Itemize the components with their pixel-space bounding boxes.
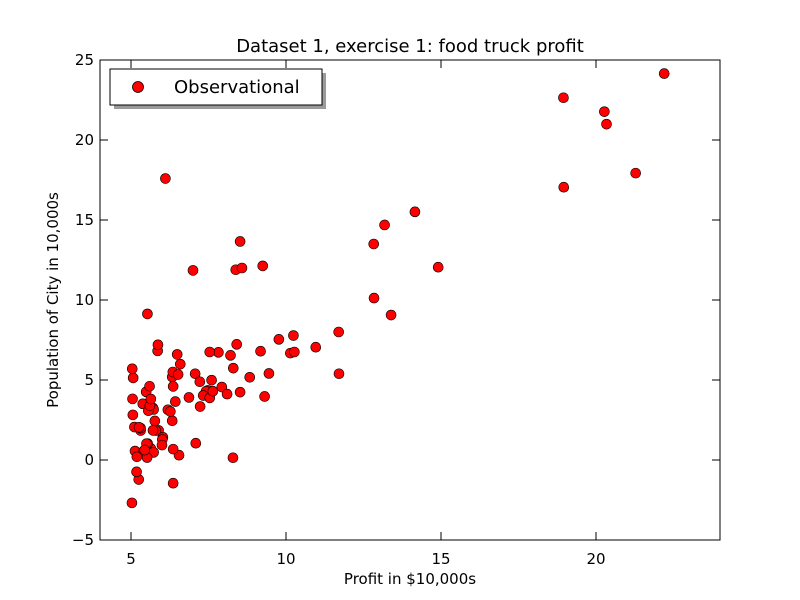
data-point bbox=[259, 391, 270, 402]
data-point bbox=[126, 497, 138, 509]
data-point bbox=[630, 167, 641, 179]
data-point bbox=[147, 425, 159, 436]
y-tick-label: 5 bbox=[84, 371, 94, 389]
data-point bbox=[234, 386, 246, 398]
data-point bbox=[234, 236, 246, 247]
data-point bbox=[160, 173, 171, 184]
data-point bbox=[409, 206, 421, 218]
legend-marker bbox=[132, 81, 144, 93]
data-point bbox=[601, 118, 612, 130]
data-point bbox=[145, 393, 157, 405]
data-point bbox=[558, 92, 569, 104]
data-point bbox=[156, 439, 168, 451]
y-tick-label: 10 bbox=[75, 291, 94, 309]
data-point bbox=[228, 362, 239, 374]
data-point bbox=[167, 443, 179, 455]
data-point bbox=[257, 260, 269, 272]
data-point bbox=[183, 392, 195, 403]
plot-area-frame bbox=[99, 59, 721, 541]
data-point bbox=[263, 368, 275, 379]
y-tick-label: 25 bbox=[75, 51, 94, 69]
legend: Observational bbox=[109, 68, 326, 109]
data-point bbox=[142, 308, 153, 320]
data-point bbox=[379, 219, 390, 231]
data-point bbox=[165, 406, 176, 417]
x-tick-label: 20 bbox=[586, 550, 605, 568]
data-point bbox=[190, 437, 202, 449]
data-point bbox=[127, 372, 139, 384]
y-tick-label: 0 bbox=[84, 451, 94, 469]
data-point bbox=[216, 381, 228, 393]
data-point bbox=[227, 452, 239, 464]
data-point bbox=[244, 371, 256, 383]
data-point bbox=[144, 380, 155, 392]
x-tick-label: 10 bbox=[276, 550, 295, 568]
data-point bbox=[131, 451, 143, 463]
y-tick-label: −5 bbox=[72, 531, 94, 549]
data-point bbox=[187, 265, 199, 276]
data-point bbox=[149, 415, 161, 427]
data-points bbox=[126, 68, 670, 509]
data-point bbox=[204, 346, 216, 358]
data-point bbox=[174, 358, 186, 370]
data-point bbox=[289, 346, 300, 358]
data-point bbox=[333, 326, 345, 338]
data-point bbox=[127, 393, 138, 405]
data-point bbox=[194, 376, 206, 388]
data-point bbox=[385, 309, 397, 321]
data-point bbox=[170, 396, 181, 407]
data-point bbox=[139, 444, 150, 456]
data-point bbox=[206, 374, 217, 386]
chart-title: Dataset 1, exercise 1: food truck profit bbox=[236, 36, 584, 57]
legend-box bbox=[109, 68, 323, 106]
data-point bbox=[152, 339, 164, 351]
axis-ticks: 5 10 15 20 −5 0 5 10 15 20 25 bbox=[72, 51, 720, 568]
data-point bbox=[171, 349, 183, 360]
data-point bbox=[288, 330, 299, 341]
data-point bbox=[207, 385, 219, 397]
data-point bbox=[127, 409, 139, 421]
legend-label: Observational bbox=[174, 77, 300, 98]
data-point bbox=[273, 334, 285, 345]
x-tick-label: 15 bbox=[431, 550, 450, 568]
data-point bbox=[225, 350, 236, 361]
data-point bbox=[189, 368, 201, 380]
data-point bbox=[368, 238, 380, 250]
data-point bbox=[231, 339, 243, 350]
x-tick-label: 5 bbox=[126, 550, 136, 568]
data-point bbox=[221, 388, 233, 400]
data-point bbox=[131, 466, 142, 478]
data-point bbox=[133, 422, 145, 433]
data-point bbox=[599, 106, 610, 117]
data-point bbox=[255, 345, 266, 357]
data-point bbox=[236, 262, 248, 274]
data-point bbox=[172, 369, 184, 380]
data-point bbox=[310, 341, 322, 353]
data-point bbox=[167, 381, 179, 392]
data-point bbox=[167, 477, 179, 489]
y-axis-label: Population of City in 10,000s bbox=[44, 192, 62, 408]
y-tick-label: 15 bbox=[75, 211, 94, 229]
x-axis-label: Profit in $10,000s bbox=[344, 570, 476, 588]
data-point bbox=[368, 292, 380, 304]
data-point bbox=[658, 68, 670, 79]
data-point bbox=[333, 368, 345, 380]
y-tick-label: 20 bbox=[75, 131, 94, 149]
data-point bbox=[166, 415, 178, 427]
data-point bbox=[432, 261, 444, 273]
data-point bbox=[558, 181, 570, 193]
data-point bbox=[126, 363, 138, 375]
data-point bbox=[194, 401, 206, 412]
